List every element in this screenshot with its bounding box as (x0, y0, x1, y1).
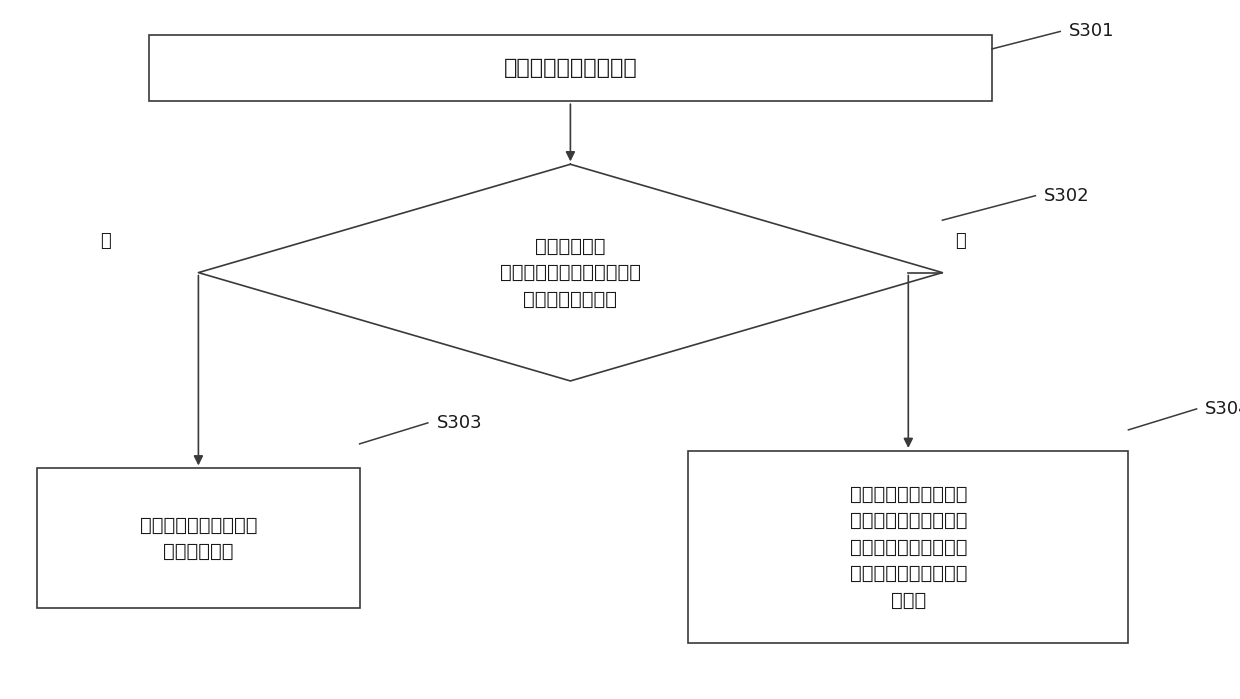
Text: 判断所述原始
采样数据中参数的单位是否
是预设的标准单位: 判断所述原始 采样数据中参数的单位是否 是预设的标准单位 (500, 236, 641, 309)
Text: S302: S302 (1044, 187, 1090, 205)
Bar (149, 35, 992, 101)
Text: S301: S301 (1069, 22, 1115, 41)
Text: 将所述参数的数值乘以
转换系数，并将所述原
始采样数据中参数的单
位转换为所述预设的标
准单元: 将所述参数的数值乘以 转换系数，并将所述原 始采样数据中参数的单 位转换为所述预… (849, 484, 967, 610)
Text: 是: 是 (100, 232, 110, 250)
Text: 保持所述原始采样数据
中参数的单位: 保持所述原始采样数据 中参数的单位 (140, 515, 257, 561)
Bar (688, 451, 1128, 643)
Text: S304: S304 (1205, 400, 1240, 418)
Bar (37, 468, 360, 608)
Text: 否: 否 (956, 232, 966, 250)
Text: S303: S303 (436, 414, 482, 432)
Text: 获取整车原始采样数据: 获取整车原始采样数据 (503, 58, 637, 78)
